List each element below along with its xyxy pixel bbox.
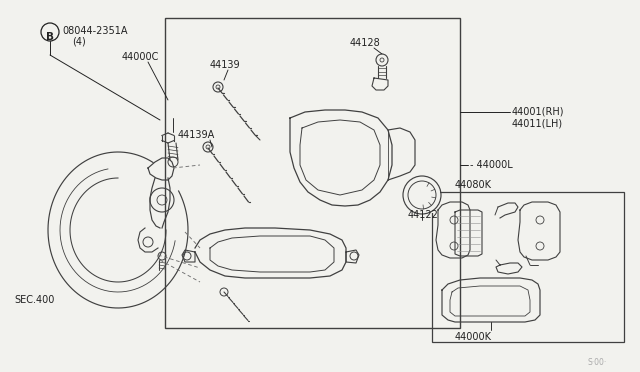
Text: 44000K: 44000K (455, 332, 492, 342)
Text: 44139A: 44139A (178, 130, 215, 140)
Text: 44011(LH): 44011(LH) (512, 118, 563, 128)
Text: 44128: 44128 (350, 38, 381, 48)
Text: S·00·: S·00· (588, 358, 607, 367)
Text: 44080K: 44080K (455, 180, 492, 190)
Text: SEC.400: SEC.400 (14, 295, 54, 305)
Text: 44001(RH): 44001(RH) (512, 107, 564, 117)
Bar (165, 18, 460, 328)
Text: (4): (4) (72, 36, 86, 46)
Text: 44139: 44139 (210, 60, 241, 70)
Text: 08044-2351A: 08044-2351A (62, 26, 127, 36)
Text: 44000C: 44000C (122, 52, 159, 62)
Text: - 44000L: - 44000L (470, 160, 513, 170)
Bar (432, 192, 624, 342)
Text: B: B (46, 32, 54, 42)
Text: 44122: 44122 (408, 210, 439, 220)
Bar (404, 177, 440, 213)
